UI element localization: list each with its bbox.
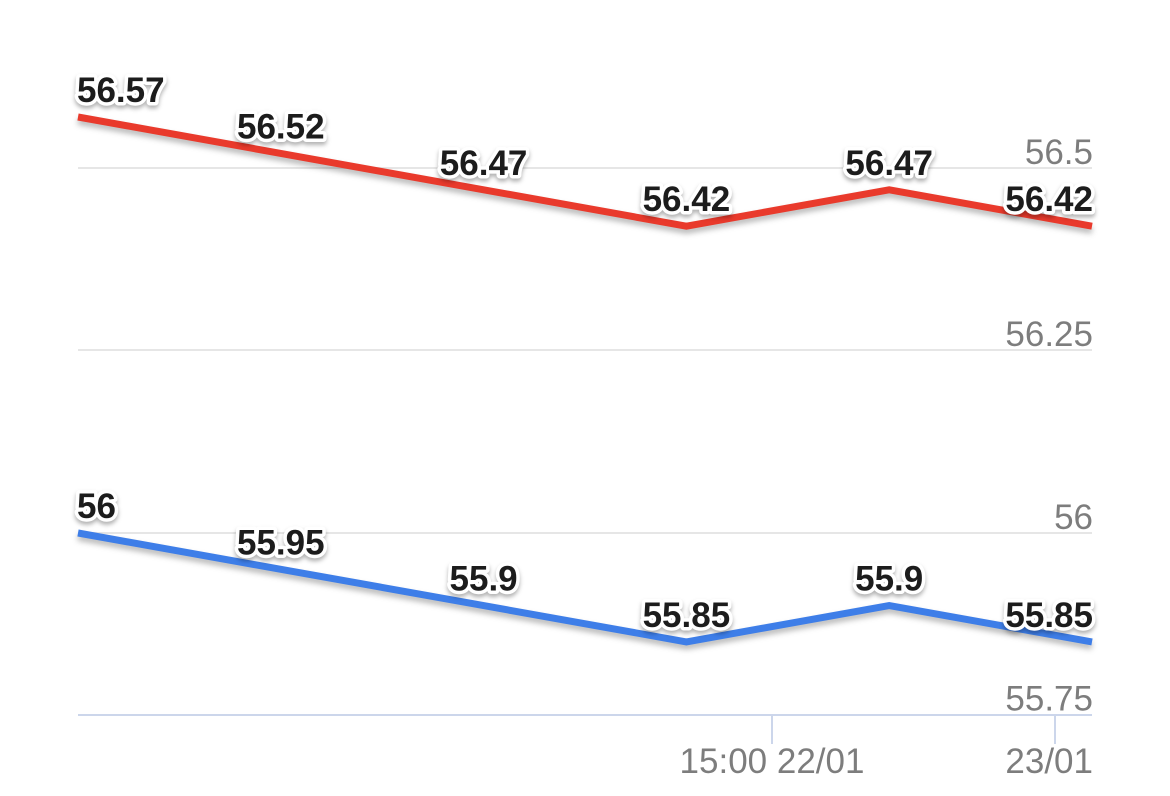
y-axis-label: 56 [1054,498,1093,537]
upper-price-series-point-label: 56.57 [77,71,165,110]
upper-price-series-point-label: 56.47 [440,144,528,183]
y-axis-label: 56.5 [1025,133,1093,172]
y-axis-label: 56.25 [1005,315,1093,354]
lower-price-series-point-label: 56 [77,487,116,526]
lower-price-series-point-label: 55.95 [237,523,325,562]
upper-price-series-line [77,113,1093,230]
lower-price-series-line [77,529,1093,646]
upper-price-series-point-label: 56.47 [845,144,933,183]
upper-price-series-point-label: 56.42 [1005,180,1093,219]
lower-price-series-point-label: 55.9 [450,560,518,599]
upper-price-series-point-label: 56.42 [643,180,731,219]
x-axis-tick-label: 23/01 [1005,742,1093,781]
y-axis-label: 55.75 [1005,680,1093,719]
lower-price-series-point-label: 55.85 [643,596,731,635]
lower-price-series-point-label: 55.9 [855,560,923,599]
upper-price-series-point-label: 56.52 [237,107,325,146]
lower-price-series-point-label: 55.85 [1005,596,1093,635]
x-axis-tick-label: 15:00 22/01 [680,742,865,781]
